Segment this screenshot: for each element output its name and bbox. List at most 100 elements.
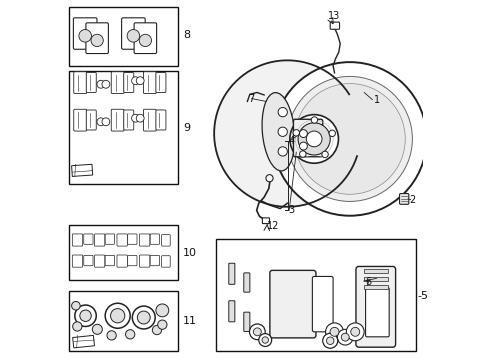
Circle shape xyxy=(278,127,287,136)
FancyBboxPatch shape xyxy=(123,110,134,130)
FancyBboxPatch shape xyxy=(74,109,86,131)
Bar xyxy=(216,239,415,351)
Circle shape xyxy=(258,334,271,346)
FancyBboxPatch shape xyxy=(269,270,315,338)
Bar xyxy=(364,277,387,281)
Text: 13: 13 xyxy=(328,12,340,21)
Circle shape xyxy=(305,131,322,147)
Circle shape xyxy=(139,34,151,46)
Polygon shape xyxy=(214,60,356,207)
FancyBboxPatch shape xyxy=(127,234,137,244)
FancyBboxPatch shape xyxy=(94,255,104,267)
FancyBboxPatch shape xyxy=(150,234,159,244)
FancyBboxPatch shape xyxy=(293,119,322,157)
Circle shape xyxy=(289,114,338,163)
FancyBboxPatch shape xyxy=(83,255,93,266)
Polygon shape xyxy=(71,164,93,176)
Circle shape xyxy=(152,325,162,335)
Circle shape xyxy=(131,77,139,85)
Bar xyxy=(69,71,178,184)
Circle shape xyxy=(97,118,104,126)
FancyBboxPatch shape xyxy=(156,110,165,130)
Circle shape xyxy=(102,80,110,88)
Circle shape xyxy=(127,30,140,42)
FancyBboxPatch shape xyxy=(399,194,408,204)
Text: 1: 1 xyxy=(373,95,379,105)
FancyBboxPatch shape xyxy=(365,288,388,337)
FancyBboxPatch shape xyxy=(262,218,269,224)
FancyBboxPatch shape xyxy=(143,72,156,94)
Circle shape xyxy=(310,117,317,123)
FancyBboxPatch shape xyxy=(122,18,145,49)
Circle shape xyxy=(299,142,307,150)
FancyBboxPatch shape xyxy=(73,18,97,49)
Bar xyxy=(364,285,387,289)
Circle shape xyxy=(110,309,124,323)
Circle shape xyxy=(92,324,102,334)
Text: 4: 4 xyxy=(287,136,294,147)
Circle shape xyxy=(75,305,96,327)
Bar xyxy=(69,291,178,351)
FancyBboxPatch shape xyxy=(83,234,93,244)
FancyBboxPatch shape xyxy=(127,255,137,266)
Text: 9: 9 xyxy=(183,123,190,133)
Bar xyxy=(364,269,387,273)
FancyBboxPatch shape xyxy=(123,72,134,93)
Circle shape xyxy=(337,329,352,345)
FancyBboxPatch shape xyxy=(111,109,124,131)
Circle shape xyxy=(341,333,348,341)
Circle shape xyxy=(91,34,103,46)
Circle shape xyxy=(299,130,307,138)
FancyBboxPatch shape xyxy=(86,110,96,130)
Circle shape xyxy=(107,331,116,340)
Circle shape xyxy=(105,303,130,328)
Text: 7: 7 xyxy=(247,94,254,104)
Circle shape xyxy=(253,328,261,336)
Circle shape xyxy=(156,304,168,317)
FancyBboxPatch shape xyxy=(329,22,339,29)
Text: -5: -5 xyxy=(417,291,428,301)
FancyBboxPatch shape xyxy=(105,255,114,266)
FancyBboxPatch shape xyxy=(150,255,159,266)
Text: 3: 3 xyxy=(287,205,294,215)
FancyBboxPatch shape xyxy=(86,23,108,54)
FancyBboxPatch shape xyxy=(143,109,156,131)
Circle shape xyxy=(294,84,405,194)
Circle shape xyxy=(326,337,333,345)
Polygon shape xyxy=(73,336,94,348)
Circle shape xyxy=(79,30,91,42)
Circle shape xyxy=(272,62,426,216)
FancyBboxPatch shape xyxy=(228,263,234,284)
FancyBboxPatch shape xyxy=(162,235,170,246)
FancyBboxPatch shape xyxy=(312,276,332,332)
Text: 11: 11 xyxy=(183,316,197,326)
Circle shape xyxy=(132,306,155,329)
Circle shape xyxy=(321,151,327,158)
FancyBboxPatch shape xyxy=(162,256,170,267)
Circle shape xyxy=(73,322,82,331)
Text: 12: 12 xyxy=(266,221,279,231)
Circle shape xyxy=(278,147,287,156)
Circle shape xyxy=(80,310,91,321)
Circle shape xyxy=(136,77,144,85)
Bar xyxy=(69,225,178,280)
FancyBboxPatch shape xyxy=(156,72,165,93)
FancyBboxPatch shape xyxy=(72,234,82,246)
Circle shape xyxy=(136,114,144,122)
FancyBboxPatch shape xyxy=(86,72,96,93)
FancyBboxPatch shape xyxy=(355,266,395,347)
Circle shape xyxy=(350,327,359,336)
Circle shape xyxy=(287,76,411,202)
FancyBboxPatch shape xyxy=(139,234,149,246)
Circle shape xyxy=(137,311,150,324)
FancyBboxPatch shape xyxy=(244,273,249,292)
Text: 2: 2 xyxy=(408,195,414,204)
Circle shape xyxy=(299,151,305,157)
Circle shape xyxy=(97,80,104,88)
Circle shape xyxy=(346,323,364,341)
FancyBboxPatch shape xyxy=(228,301,234,322)
Circle shape xyxy=(325,323,343,341)
Text: 8: 8 xyxy=(183,30,190,40)
FancyBboxPatch shape xyxy=(72,255,82,267)
FancyBboxPatch shape xyxy=(105,234,114,244)
